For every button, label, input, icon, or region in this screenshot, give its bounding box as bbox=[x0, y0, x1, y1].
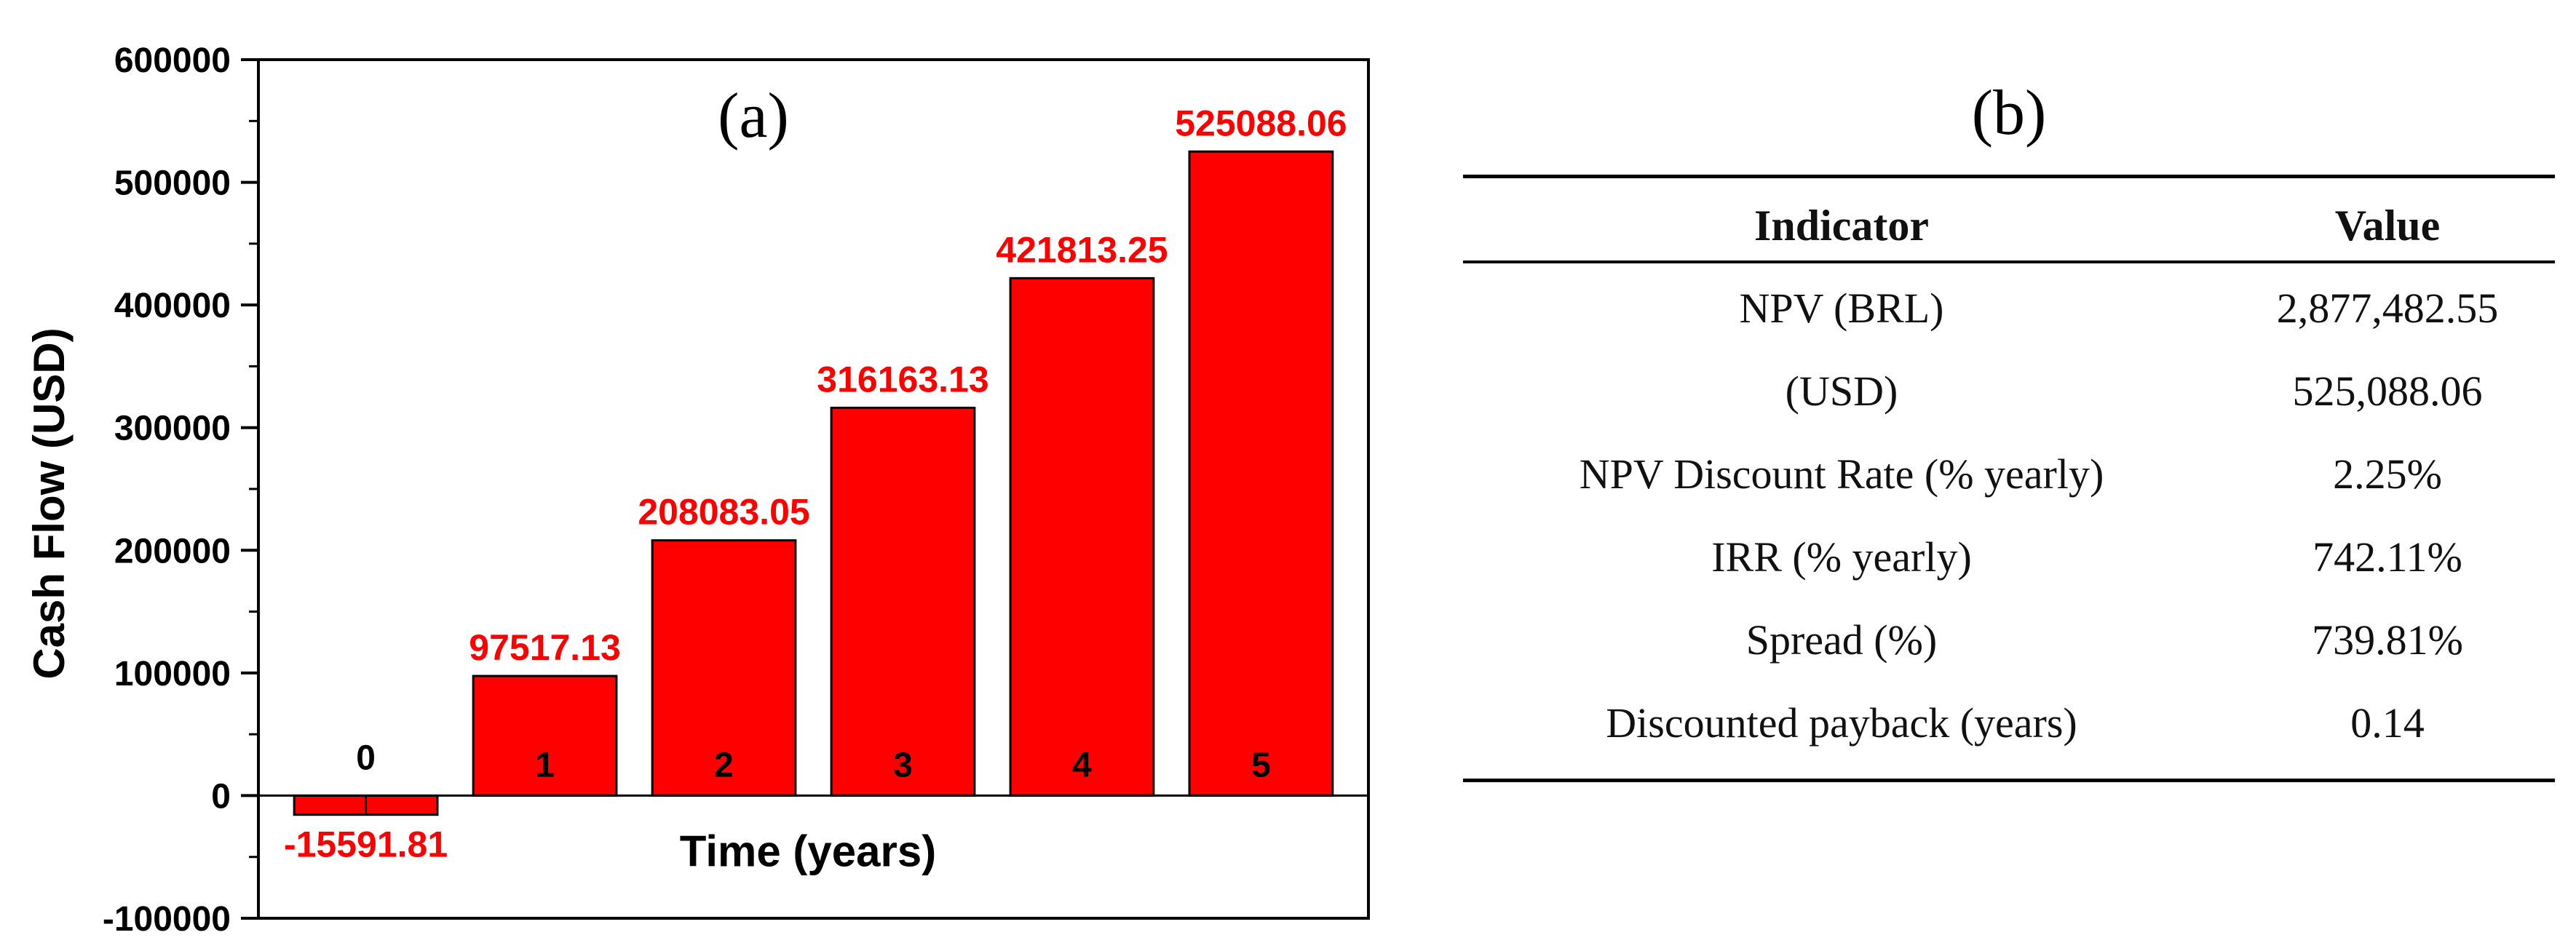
category-label: 5 bbox=[1251, 746, 1271, 784]
category-labels: 0 1 2 3 4 5 bbox=[356, 739, 1271, 784]
table-row: (USD) 525,088.06 bbox=[1463, 351, 2555, 431]
value-label: 208083.05 bbox=[638, 492, 809, 533]
chart-canvas: -100000 0 100000 200000 300000 400000 500000 60… bbox=[25, 41, 1370, 939]
indicator-table: (b) Indicator Value NPV (BRL) 2,877,482.… bbox=[1463, 0, 2576, 951]
category-label: 3 bbox=[893, 746, 913, 784]
y-axis-title: Cash Flow (USD) bbox=[25, 327, 74, 679]
category-label: 0 bbox=[356, 739, 376, 777]
bars bbox=[293, 150, 1334, 816]
bar bbox=[1188, 150, 1334, 797]
y-tick-label: 200000 bbox=[114, 532, 231, 570]
table-row: NPV Discount Rate (% yearly) 2.25% bbox=[1463, 434, 2555, 514]
category-label: 1 bbox=[535, 746, 555, 784]
row-indicator: (USD) bbox=[1785, 367, 1898, 415]
table-row: NPV (BRL) 2,877,482.55 bbox=[1463, 268, 2555, 348]
row-indicator: IRR (% yearly) bbox=[1711, 533, 1972, 581]
row-indicator: NPV (BRL) bbox=[1739, 284, 1944, 332]
row-indicator: Spread (%) bbox=[1745, 616, 1938, 664]
header-indicator: Indicator bbox=[1754, 201, 1929, 250]
value-label: 525088.06 bbox=[1175, 103, 1347, 143]
table-row: Discounted payback (years) 0.14 bbox=[1463, 683, 2555, 763]
row-indicator: NPV Discount Rate (% yearly) bbox=[1579, 450, 2104, 498]
y-axis-ticks: -100000 0 100000 200000 300000 400000 500000 60… bbox=[103, 41, 258, 939]
category-label: 4 bbox=[1072, 746, 1092, 784]
row-indicator: Discounted payback (years) bbox=[1606, 699, 2077, 747]
y-tick-label: -100000 bbox=[103, 900, 231, 939]
row-value: 0.14 bbox=[2350, 699, 2425, 747]
panel-label-a: (a) bbox=[718, 81, 789, 151]
table-top-rule bbox=[1463, 175, 2555, 178]
value-label: 421813.25 bbox=[996, 229, 1168, 270]
row-value: 742.11% bbox=[2313, 533, 2462, 581]
value-label: 316163.13 bbox=[817, 359, 988, 399]
bar bbox=[1009, 276, 1155, 797]
row-value: 2.25% bbox=[2333, 450, 2442, 498]
y-tick-label: 400000 bbox=[114, 287, 231, 325]
header-value: Value bbox=[2334, 201, 2441, 250]
y-tick-label: 600000 bbox=[114, 41, 231, 80]
table-row: IRR (% yearly) 742.11% bbox=[1463, 517, 2555, 597]
plot-frame bbox=[257, 58, 1370, 920]
table-header-row: Indicator Value bbox=[1463, 186, 2555, 266]
value-labels: -15591.81 97517.13 208083.05 316163.13 42181… bbox=[284, 103, 1347, 864]
row-value: 525,088.06 bbox=[2292, 367, 2483, 415]
category-label: 2 bbox=[714, 746, 734, 784]
cash-flow-chart: -100000 0 100000 200000 300000 400000 500000 60… bbox=[25, 41, 1370, 939]
panel-label-b: (b) bbox=[1971, 78, 2047, 148]
table-bottom-rule bbox=[1463, 779, 2555, 782]
y-tick-label: 100000 bbox=[114, 655, 231, 693]
table-row: Spread (%) 739.81% bbox=[1463, 600, 2555, 680]
x-axis-title: Time (years) bbox=[680, 827, 936, 875]
y-tick-label: 300000 bbox=[114, 410, 231, 448]
row-value: 2,877,482.55 bbox=[2276, 284, 2499, 332]
y-tick-label: 0 bbox=[211, 777, 231, 816]
table-header-rule bbox=[1463, 260, 2555, 263]
value-label: -15591.81 bbox=[284, 824, 448, 865]
y-tick-label: 500000 bbox=[114, 164, 231, 203]
bar bbox=[830, 406, 976, 797]
value-label: 97517.13 bbox=[469, 627, 621, 668]
row-value: 739.81% bbox=[2312, 616, 2463, 664]
